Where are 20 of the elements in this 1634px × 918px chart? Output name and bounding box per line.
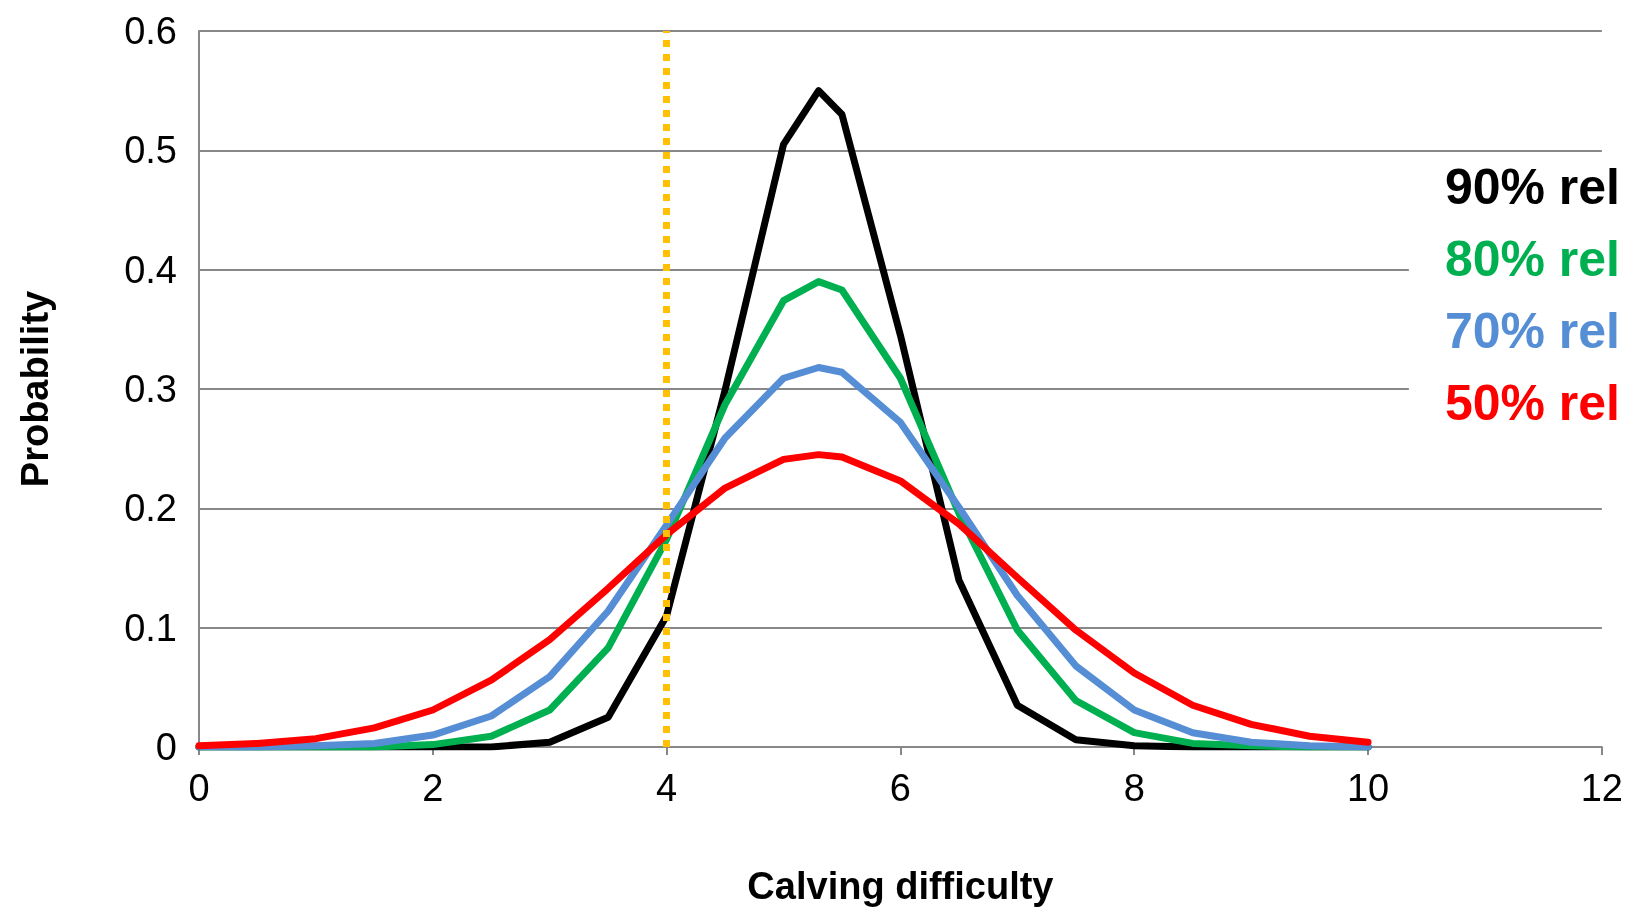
x-tick-label: 12 — [1580, 767, 1624, 809]
y-tick-label: 0 — [155, 726, 177, 768]
y-tick-label: 0.6 — [124, 10, 177, 52]
y-axis-title: Probability — [14, 290, 56, 488]
text: 90% rel — [1444, 159, 1620, 215]
text: 70% rel — [1444, 303, 1620, 359]
y-tick-label: 0.5 — [124, 129, 177, 172]
y-tick-label: 0.3 — [124, 368, 177, 410]
x-axis-title: Calving difficulty — [747, 865, 1054, 907]
x-tick-label: 8 — [1123, 767, 1145, 809]
y-tick-label: 0.2 — [124, 487, 177, 530]
x-tick-label: 6 — [889, 767, 911, 809]
x-tick-label: 4 — [656, 767, 678, 809]
text: 80% rel — [1444, 231, 1620, 287]
x-tick-label: 2 — [422, 767, 444, 809]
y-tick-label: 0.1 — [124, 606, 177, 649]
y-tick-label: 0.4 — [124, 248, 177, 291]
text: 50% rel — [1444, 375, 1620, 431]
x-tick-label: 0 — [188, 767, 210, 809]
x-tick-label: 10 — [1346, 767, 1390, 809]
